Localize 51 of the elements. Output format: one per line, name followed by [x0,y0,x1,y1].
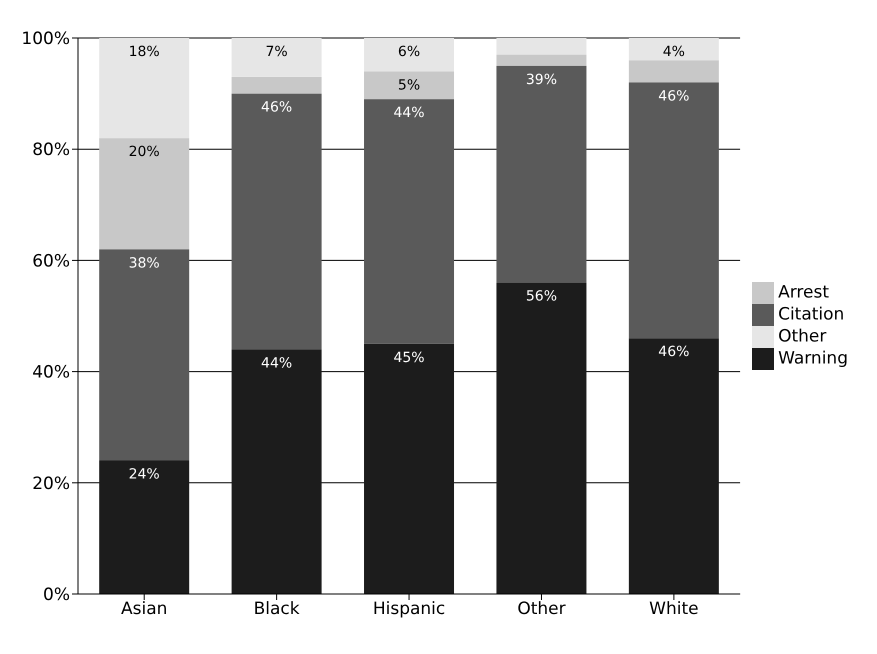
data-label: 46% [658,88,690,104]
bar [496,38,586,55]
bar [364,38,454,72]
bar [628,82,719,338]
bar [364,71,454,100]
y-tick-label: 20% [32,474,70,494]
data-label: 46% [658,344,690,360]
bar [232,38,322,77]
y-tick-label: 100% [21,29,70,50]
bar [496,54,586,66]
bar [364,99,454,344]
legend-label: Citation [778,304,844,325]
legend-label: Warning [778,348,848,369]
bar [496,66,586,283]
bar [364,344,454,594]
data-label: 5% [398,77,420,94]
y-tick-label: 0% [43,585,70,606]
data-label: 18% [128,44,160,60]
data-label: 45% [393,350,425,366]
bar [99,138,190,250]
y-tick-label: 60% [32,251,70,272]
data-label: 4% [662,44,685,60]
x-tick-label: Asian [121,599,168,620]
data-label: 7% [265,44,288,60]
data-label: 46% [261,100,292,116]
x-tick-label: Black [254,599,300,620]
data-label: 56% [526,288,558,305]
data-label: 20% [128,144,160,160]
bar [628,60,719,82]
bar [628,338,719,594]
data-label: 44% [393,105,425,122]
y-tick-label: 40% [32,362,70,383]
bar [232,76,322,94]
bar [628,38,719,60]
legend-label: Other [778,326,826,347]
bar [232,349,322,594]
data-label: 24% [128,466,160,483]
x-tick-label: Other [517,599,566,620]
data-label: 38% [128,255,160,272]
bar [99,38,190,138]
bar [99,249,190,461]
data-label: 6% [398,44,420,60]
bar [232,94,322,350]
legend-label: Arrest [778,282,830,303]
x-tick-label: White [649,599,699,620]
bar [496,282,586,594]
data-label: 44% [261,355,292,372]
bar [99,460,190,594]
x-tick-label: Hispanic [372,599,446,620]
y-tick-label: 80% [32,140,70,160]
data-label: 39% [526,72,558,88]
